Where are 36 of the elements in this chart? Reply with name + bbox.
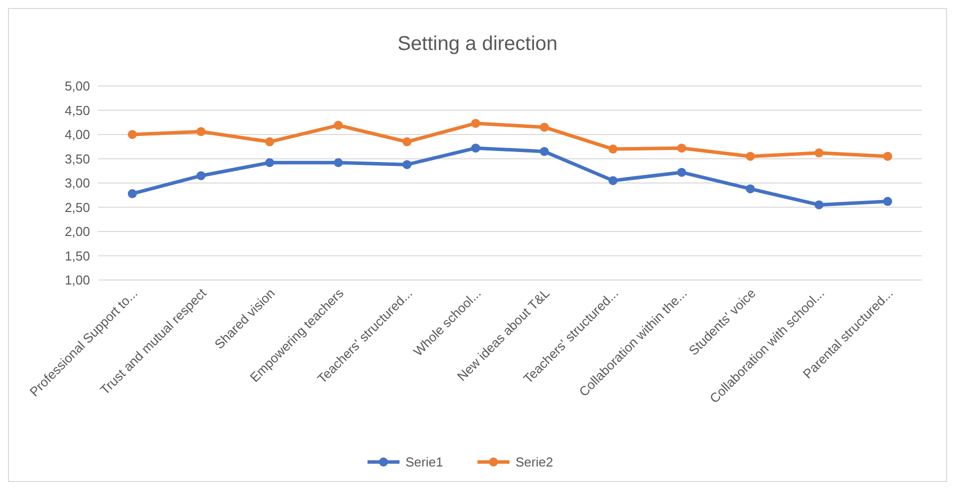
y-tick-label: 4,00 bbox=[64, 127, 90, 142]
point bbox=[677, 144, 686, 153]
point bbox=[814, 148, 824, 158]
y-tick-label: 1,50 bbox=[64, 248, 90, 264]
point bbox=[814, 200, 824, 210]
legend-label: Serie2 bbox=[516, 454, 554, 470]
point bbox=[196, 171, 206, 180]
point bbox=[471, 144, 480, 153]
y-tick-label: 2,50 bbox=[64, 200, 90, 215]
point bbox=[402, 137, 412, 146]
point bbox=[128, 189, 137, 198]
point bbox=[746, 184, 755, 194]
y-tick-label: 4,50 bbox=[64, 102, 90, 118]
y-tick-label: 3,50 bbox=[64, 151, 90, 166]
point bbox=[265, 137, 274, 146]
point bbox=[883, 196, 892, 206]
point bbox=[471, 118, 480, 128]
y-tick-label: 3,00 bbox=[64, 176, 90, 191]
point bbox=[608, 176, 618, 186]
point bbox=[265, 158, 274, 168]
y-tick-label: 5,00 bbox=[64, 78, 90, 94]
chart-title: Setting a direction bbox=[397, 33, 558, 55]
point bbox=[334, 120, 343, 130]
point bbox=[196, 127, 206, 136]
point bbox=[746, 152, 755, 161]
point bbox=[128, 130, 137, 139]
y-tick-label: 2,00 bbox=[64, 224, 90, 240]
point bbox=[883, 152, 892, 161]
y-tick-label: 1,00 bbox=[64, 272, 90, 288]
point bbox=[677, 168, 686, 177]
point bbox=[402, 160, 412, 170]
point bbox=[540, 122, 549, 132]
point bbox=[608, 144, 618, 154]
legend-label: Serie1 bbox=[406, 454, 444, 470]
point bbox=[540, 146, 549, 156]
point bbox=[334, 158, 343, 168]
